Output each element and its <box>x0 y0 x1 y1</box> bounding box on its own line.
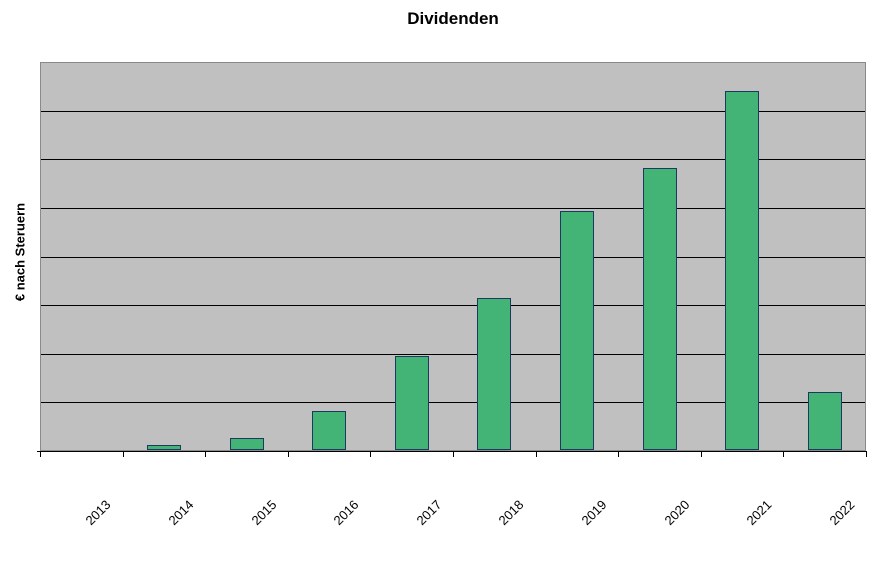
gridline <box>41 353 865 355</box>
x-axis-tick <box>536 451 537 457</box>
x-axis-tick <box>288 451 289 457</box>
x-axis-tick <box>40 451 41 457</box>
x-axis-label-2022: 2022 <box>826 497 858 529</box>
bar-2016 <box>312 411 347 450</box>
x-axis-label-2019: 2019 <box>578 497 610 529</box>
x-axis-label-2021: 2021 <box>743 497 775 529</box>
bar-2014 <box>146 445 181 450</box>
x-axis-tick <box>453 451 454 457</box>
gridline <box>41 402 865 404</box>
x-axis-tick <box>618 451 619 457</box>
gridline <box>41 207 865 209</box>
x-axis-label-2014: 2014 <box>165 497 197 529</box>
bar-2022 <box>807 392 842 450</box>
x-axis-tick <box>205 451 206 457</box>
gridline <box>41 256 865 258</box>
bar-2017 <box>394 356 429 450</box>
chart-title: Dividenden <box>407 9 499 28</box>
x-axis-label-2016: 2016 <box>330 497 362 529</box>
x-axis-label-2013: 2013 <box>82 497 114 529</box>
plot-area <box>40 62 866 451</box>
gridline <box>41 159 865 161</box>
bar-2018 <box>477 298 512 450</box>
x-axis-line <box>37 451 866 452</box>
x-axis-tick <box>123 451 124 457</box>
gridline <box>41 110 865 112</box>
bar-2021 <box>725 91 760 450</box>
gridline <box>41 305 865 307</box>
bar-2019 <box>559 211 594 450</box>
x-axis-tick <box>783 451 784 457</box>
bar-2020 <box>642 168 677 450</box>
x-axis-label-2015: 2015 <box>248 497 280 529</box>
x-axis-label-2018: 2018 <box>495 497 527 529</box>
y-axis-label: € nach Steruern <box>12 202 28 302</box>
x-axis-tick <box>701 451 702 457</box>
x-axis-label-2020: 2020 <box>661 497 693 529</box>
x-axis-tick <box>370 451 371 457</box>
bar-2015 <box>229 438 264 450</box>
x-axis-label-2017: 2017 <box>413 497 445 529</box>
x-axis-tick <box>866 451 867 457</box>
